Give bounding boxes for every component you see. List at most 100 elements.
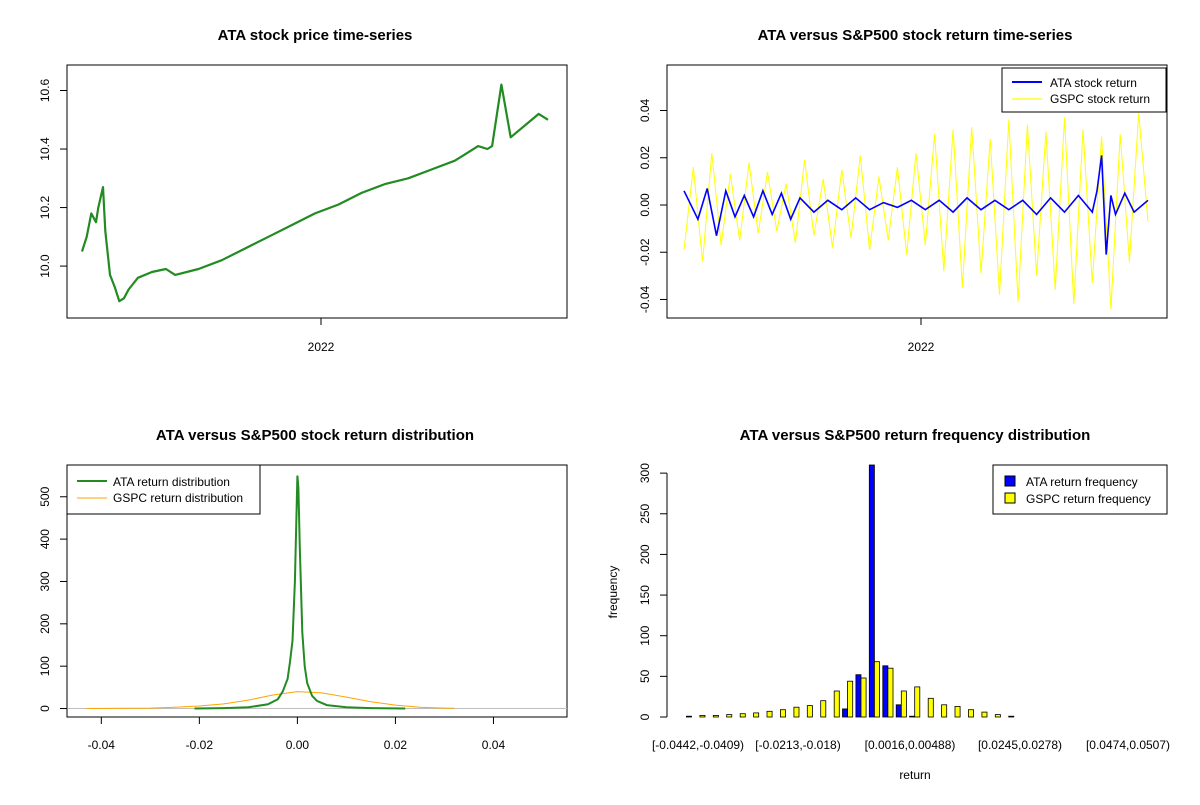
- returns-y-tick-label: 0.04: [638, 99, 652, 123]
- gspc-return-line: [683, 112, 1149, 309]
- density-y-tick-label: 200: [38, 613, 52, 633]
- frequency-bars-layer: [686, 464, 1015, 718]
- frequency-legend-label-ata: ATA return frequency: [1026, 475, 1138, 489]
- returns-legend-box: [1001, 67, 1167, 113]
- frequency-legend-swatch-ata: [1004, 475, 1016, 487]
- returns-legend-label-ata: ATA stock return: [1050, 76, 1137, 90]
- density-x-tick-label: 0.04: [482, 738, 506, 752]
- price-chart-title: ATA stock price time-series: [218, 27, 413, 44]
- frequency-legend: ATA return frequency GSPC return frequen…: [992, 464, 1168, 515]
- price-x-tick-label: 2022: [308, 340, 335, 354]
- gspc-frequency-bar: [1008, 715, 1015, 718]
- frequency-x-tick-label: [-0.0213,-0.018): [755, 738, 840, 752]
- price-chart: ATA stock price time-series 10.0 10.2 10.4…: [38, 27, 568, 354]
- frequency-y-axis: 0 50 100 150 200 250 300: [638, 463, 668, 720]
- density-y-tick-label: 500: [38, 486, 52, 506]
- returns-x-axis: 2022: [908, 318, 935, 354]
- gspc-frequency-bar: [981, 711, 988, 718]
- gspc-frequency-bar: [847, 680, 854, 718]
- ata-frequency-bar: [842, 708, 848, 718]
- density-y-tick-label: 300: [38, 571, 52, 591]
- density-series-layer: [86, 475, 455, 710]
- gspc-frequency-bar: [806, 705, 813, 718]
- density-chart-title: ATA versus S&P500 stock return distribut…: [156, 427, 474, 444]
- returns-chart-title: ATA versus S&P500 stock return time-seri…: [758, 27, 1073, 44]
- density-legend-label-gspc: GSPC return distribution: [113, 491, 243, 505]
- gspc-frequency-bar: [726, 714, 733, 718]
- returns-y-tick-label: -0.02: [638, 238, 652, 266]
- ata-frequency-bar: [909, 715, 916, 718]
- density-legend-label-ata: ATA return distribution: [113, 475, 230, 489]
- gspc-frequency-bar: [686, 715, 692, 718]
- frequency-chart: ATA versus S&P500 return frequency distr…: [606, 427, 1170, 782]
- frequency-x-tick-label: [0.0474,0.0507): [1086, 738, 1170, 752]
- returns-series-layer: [683, 112, 1149, 309]
- gspc-frequency-bar: [699, 715, 706, 718]
- gspc-frequency-bar: [833, 690, 840, 718]
- price-x-axis: 2022: [308, 318, 335, 354]
- density-y-tick-label: 100: [38, 656, 52, 676]
- density-chart: ATA versus S&P500 stock return distribut…: [38, 427, 568, 752]
- frequency-x-axis-label: return: [899, 768, 930, 782]
- frequency-x-tick-label: [0.0016,0.00488): [865, 738, 956, 752]
- returns-y-tick-label: 0.02: [638, 146, 652, 170]
- frequency-chart-title: ATA versus S&P500 return frequency distr…: [740, 427, 1091, 444]
- gspc-frequency-bar: [927, 697, 934, 718]
- frequency-y-tick-label: 200: [638, 544, 652, 564]
- ata-price-line: [80, 83, 549, 303]
- frequency-x-tick-label: [0.0245,0.0278): [978, 738, 1062, 752]
- gspc-frequency-bar: [820, 700, 827, 718]
- gspc-frequency-bar: [887, 667, 894, 718]
- density-x-axis: -0.04 -0.02 0.00 0.02 0.04: [88, 716, 506, 752]
- ata-frequency-bar: [895, 704, 902, 718]
- gspc-frequency-bar: [874, 661, 880, 718]
- gspc-frequency-bar: [914, 686, 921, 718]
- returns-chart: ATA versus S&P500 stock return time-seri…: [638, 27, 1168, 354]
- ata-return-line: [683, 155, 1149, 255]
- returns-x-tick-label: 2022: [908, 340, 935, 354]
- density-x-tick-label: -0.04: [88, 738, 116, 752]
- ata-frequency-bar: [868, 464, 875, 718]
- gspc-density-line: [86, 691, 455, 709]
- gspc-frequency-bar: [968, 709, 974, 718]
- gspc-frequency-bar: [954, 706, 961, 718]
- gspc-frequency-bar: [793, 706, 800, 718]
- price-y-tick-label: 10.4: [38, 137, 52, 161]
- price-y-tick-label: 10.0: [38, 254, 52, 278]
- gspc-frequency-bar: [860, 677, 867, 718]
- frequency-x-tick-label: [-0.0442,-0.0409): [652, 738, 744, 752]
- density-y-axis: 0 100 200 300 400 500: [38, 486, 68, 712]
- frequency-y-tick-label: 100: [638, 625, 652, 645]
- gspc-frequency-bar: [739, 713, 746, 718]
- returns-y-axis: -0.04 -0.02 0.00 0.02 0.04: [638, 99, 668, 313]
- density-x-tick-label: 0.00: [286, 738, 310, 752]
- density-legend-box: [66, 464, 261, 515]
- frequency-y-tick-label: 300: [638, 463, 652, 483]
- density-x-tick-label: -0.02: [186, 738, 214, 752]
- returns-legend-label-gspc: GSPC stock return: [1050, 92, 1150, 106]
- price-plot-box: [66, 64, 568, 319]
- ata-frequency-bar: [855, 674, 862, 718]
- gspc-frequency-bar: [941, 704, 948, 718]
- frequency-y-tick-label: 50: [638, 669, 652, 683]
- ata-frequency-bar: [882, 665, 889, 718]
- gspc-frequency-bar: [900, 690, 907, 718]
- ata-density-line: [194, 475, 406, 710]
- price-y-tick-label: 10.6: [38, 78, 52, 102]
- price-y-axis: 10.0 10.2 10.4 10.6: [38, 78, 68, 278]
- frequency-legend-box: [992, 464, 1168, 515]
- density-legend: ATA return distribution GSPC return dist…: [66, 464, 261, 515]
- density-y-tick-label: 400: [38, 529, 52, 549]
- returns-y-tick-label: 0.00: [638, 193, 652, 217]
- density-x-tick-label: 0.02: [384, 738, 408, 752]
- gspc-frequency-bar: [780, 709, 786, 718]
- price-y-tick-label: 10.2: [38, 196, 52, 220]
- price-series-layer: [80, 83, 549, 303]
- frequency-legend-label-gspc: GSPC return frequency: [1026, 492, 1151, 506]
- frequency-y-tick-label: 250: [638, 503, 652, 523]
- gspc-frequency-bar: [766, 710, 773, 718]
- frequency-y-tick-label: 0: [638, 713, 652, 720]
- returns-legend: ATA stock return GSPC stock return: [1001, 67, 1167, 113]
